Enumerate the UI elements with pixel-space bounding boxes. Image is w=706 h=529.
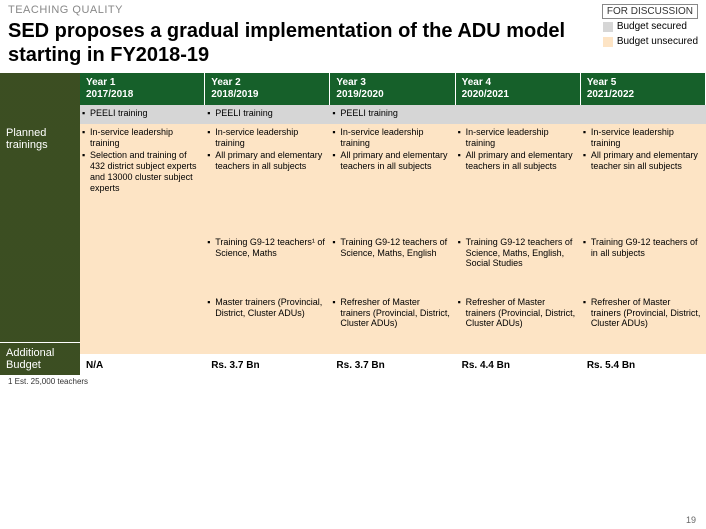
legend: Budget secured Budget unsecured: [603, 19, 698, 67]
bullet-item: ▪Selection and training of 432 district …: [82, 150, 201, 193]
table-cell: ▪Training G9-12 teachers of Science, Mat…: [330, 234, 455, 294]
sidebar: Planned trainings Additional Budget: [0, 73, 80, 375]
footnote: 1 Est. 25,000 teachers: [0, 375, 706, 388]
table-cell: ▪Training G9-12 teachers¹ of Science, Ma…: [205, 234, 330, 294]
year-cell: Year 32019/2020: [330, 73, 455, 105]
budget-row: N/ARs. 3.7 BnRs. 3.7 BnRs. 4.4 BnRs. 5.4…: [80, 354, 706, 375]
bullet-item: ▪PEELI training: [82, 108, 201, 119]
g9-row: ▪Training G9-12 teachers¹ of Science, Ma…: [80, 234, 706, 294]
table-cell: ▪Master trainers (Provincial, District, …: [205, 294, 330, 354]
legend-unsecured: Budget unsecured: [603, 36, 698, 47]
main: Year 12017/2018Year 22018/2019Year 32019…: [80, 73, 706, 375]
budget-cell: N/A: [80, 356, 205, 375]
content: Planned trainings Additional Budget Year…: [0, 73, 706, 375]
table-cell: [80, 294, 205, 354]
bullet-item: ▪All primary and elementary teachers in …: [332, 150, 451, 172]
table-cell: ▪In-service leadership training▪All prim…: [456, 124, 581, 234]
bullet-item: ▪Refresher of Master trainers (Provincia…: [332, 297, 451, 329]
bullet-item: ▪Refresher of Master trainers (Provincia…: [458, 297, 577, 329]
table-cell: ▪In-service leadership training▪All prim…: [205, 124, 330, 234]
table-cell: ▪In-service leadership training▪All prim…: [330, 124, 455, 234]
legend-unsecured-label: Budget unsecured: [617, 36, 698, 47]
table-cell: ▪Refresher of Master trainers (Provincia…: [456, 294, 581, 354]
table-cell: ▪PEELI training: [330, 105, 455, 124]
master-row: ▪Master trainers (Provincial, District, …: [80, 294, 706, 354]
bullet-item: ▪In-service leadership training: [458, 127, 577, 149]
table-cell: ▪Refresher of Master trainers (Provincia…: [330, 294, 455, 354]
legend-secured-label: Budget secured: [617, 21, 687, 32]
bullet-item: ▪In-service leadership training: [332, 127, 451, 149]
bullet-item: ▪In-service leadership training: [82, 127, 201, 149]
bullet-item: ▪PEELI training: [332, 108, 451, 119]
budget-cell: Rs. 5.4 Bn: [581, 356, 706, 375]
budget-cell: Rs. 4.4 Bn: [456, 356, 581, 375]
peeli-row: ▪PEELI training ▪PEELI training ▪PEELI tra…: [80, 105, 706, 124]
sidebar-planned: Planned trainings: [0, 123, 80, 155]
legend-secured: Budget secured: [603, 21, 698, 32]
top-bar: TEACHING QUALITY FOR DISCUSSION: [0, 0, 706, 19]
bullet-item: ▪Master trainers (Provincial, District, …: [207, 297, 326, 319]
sidebar-labels: Planned trainings Additional Budget: [0, 73, 80, 375]
bullet-item: ▪All primary and elementary teachers in …: [207, 150, 326, 172]
budget-cell: Rs. 3.7 Bn: [205, 356, 330, 375]
year-header: Year 12017/2018Year 22018/2019Year 32019…: [80, 73, 706, 105]
table-cell: [581, 105, 706, 124]
swatch-secured: [603, 22, 613, 32]
page-number: 19: [686, 515, 696, 525]
table-cell: ▪PEELI training: [80, 105, 205, 124]
bullet-item: ▪PEELI training: [207, 108, 326, 119]
budget-cell: Rs. 3.7 Bn: [330, 356, 455, 375]
bullet-item: ▪Training G9-12 teachers of Science, Mat…: [332, 237, 451, 259]
bullet-item: ▪Training G9-12 teachers¹ of Science, Ma…: [207, 237, 326, 259]
swatch-unsecured: [603, 37, 613, 47]
table-cell: ▪Training G9-12 teachers of in all subje…: [581, 234, 706, 294]
year-cell: Year 52021/2022: [581, 73, 706, 105]
table-cell: [80, 234, 205, 294]
bullet-item: ▪Training G9-12 teachers of in all subje…: [583, 237, 702, 259]
year-cell: Year 42020/2021: [456, 73, 581, 105]
bullet-item: ▪All primary and elementary teachers in …: [458, 150, 577, 172]
discussion-badge: FOR DISCUSSION: [602, 4, 698, 19]
bullet-item: ▪In-service leadership training: [207, 127, 326, 149]
table-cell: ▪In-service leadership training▪Selectio…: [80, 124, 205, 234]
table-cell: ▪In-service leadership training▪All prim…: [581, 124, 706, 234]
header-row: SED proposes a gradual implementation of…: [0, 19, 706, 67]
bullet-item: ▪Refresher of Master trainers (Provincia…: [583, 297, 702, 329]
sidebar-budget: Additional Budget: [0, 342, 80, 375]
train-row: ▪In-service leadership training▪Selectio…: [80, 124, 706, 234]
bullet-item: ▪Training G9-12 teachers of Science, Mat…: [458, 237, 577, 269]
year-cell: Year 22018/2019: [205, 73, 330, 105]
table-cell: ▪PEELI training: [205, 105, 330, 124]
table-cell: [456, 105, 581, 124]
table-cell: ▪Refresher of Master trainers (Provincia…: [581, 294, 706, 354]
bullet-item: ▪All primary and elementary teacher sin …: [583, 150, 702, 172]
section-label: TEACHING QUALITY: [8, 4, 123, 19]
page-title: SED proposes a gradual implementation of…: [8, 19, 603, 67]
bullet-item: ▪In-service leadership training: [583, 127, 702, 149]
table-cell: ▪Training G9-12 teachers of Science, Mat…: [456, 234, 581, 294]
year-cell: Year 12017/2018: [80, 73, 205, 105]
